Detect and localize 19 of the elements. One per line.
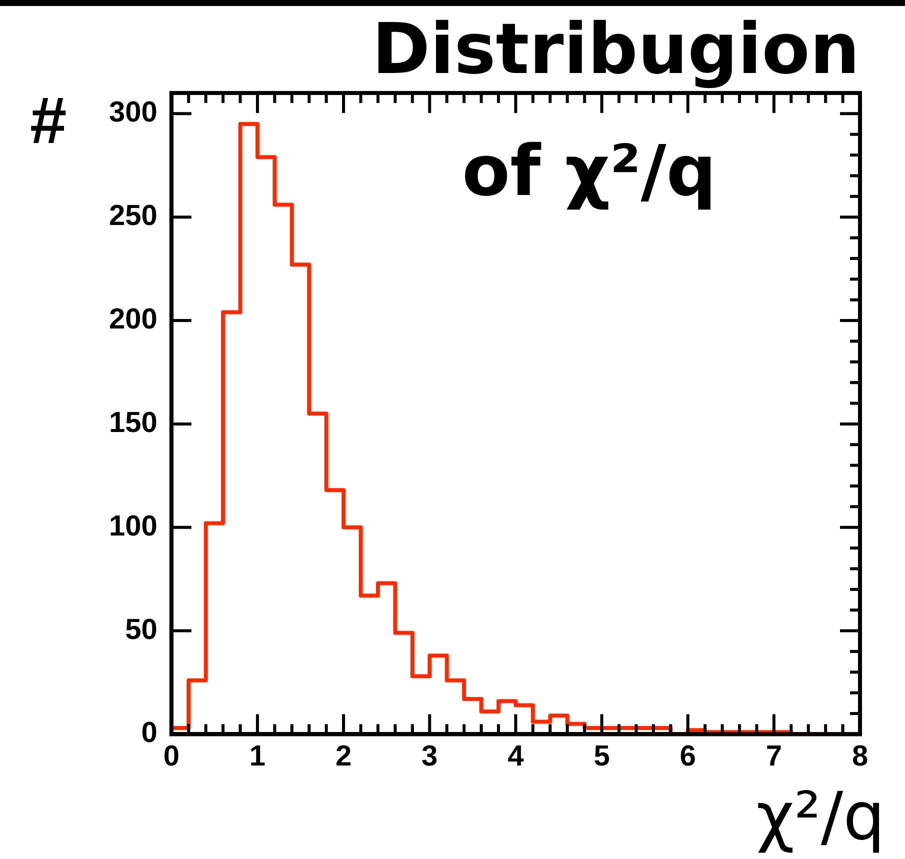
x-tick-label: 8 (852, 740, 868, 773)
x-tick-label: 7 (766, 740, 782, 773)
x-tick-label: 6 (680, 740, 696, 773)
x-axis-title: χ²/q (756, 778, 885, 855)
y-tick-label: 300 (108, 96, 158, 129)
x-tick-label: 3 (422, 740, 438, 773)
y-axis-title: # (30, 82, 67, 158)
y-tick-label: 50 (125, 614, 158, 646)
x-tick-label: 5 (594, 740, 610, 773)
x-tick-label: 1 (249, 740, 266, 773)
chart-title: Distribugion of χ²/q (372, 7, 861, 214)
y-tick-label: 0 (141, 717, 158, 750)
y-tick-label: 150 (108, 406, 158, 439)
y-tick-label: 250 (108, 200, 158, 232)
y-tick-label: 200 (108, 304, 158, 336)
y-tick-label: 100 (108, 510, 158, 542)
x-tick-label: 0 (163, 740, 180, 773)
x-tick-label: 4 (508, 740, 524, 773)
x-tick-label: 2 (335, 740, 352, 773)
